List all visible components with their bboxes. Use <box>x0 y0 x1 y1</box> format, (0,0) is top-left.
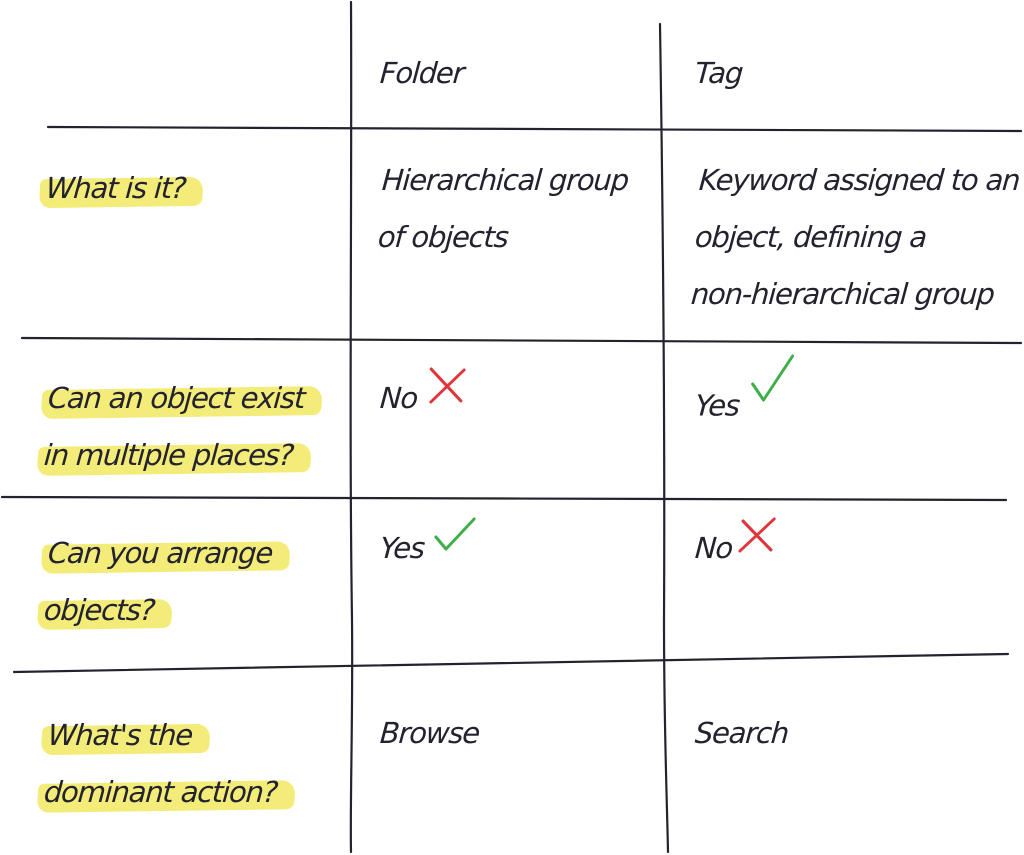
horizontal-divider-1 <box>46 125 1023 133</box>
folder-dominant-action: Browse <box>378 716 481 750</box>
horizontal-divider-4 <box>12 652 1010 674</box>
answer-text: No <box>378 381 419 415</box>
folder-arrange-answer: Yes <box>378 517 478 580</box>
column-header-tag: Tag <box>693 56 744 90</box>
row-label-dominant-action: What's the dominant action? <box>42 707 301 821</box>
row-label-multiple-places: Can an object exist in multiple places? <box>42 370 324 484</box>
tag-definition: Keyword assigned to an object, defining … <box>689 163 1021 311</box>
horizontal-divider-2 <box>20 336 1023 345</box>
vertical-divider-1 <box>349 0 354 854</box>
horizontal-divider-3 <box>0 495 1008 502</box>
row-label-arrange-objects: Can you arrange objects? <box>42 525 292 639</box>
tag-dominant-action: Search <box>693 716 790 750</box>
cross-icon <box>734 515 778 574</box>
row-label-what-is-it: What is it? <box>44 160 205 217</box>
vertical-divider-2 <box>658 22 670 854</box>
folder-definition: Hierarchical group of objects <box>376 163 630 254</box>
answer-text: No <box>693 531 734 565</box>
check-icon <box>746 352 797 427</box>
column-header-folder: Folder <box>378 56 465 90</box>
answer-text: Yes <box>693 388 741 423</box>
folder-multiple-places-answer: No <box>378 367 467 430</box>
tag-arrange-answer: No <box>693 517 778 580</box>
check-icon <box>430 515 478 574</box>
cross-icon <box>423 365 467 424</box>
answer-text: Yes <box>378 531 426 565</box>
tag-multiple-places-answer: Yes <box>692 354 795 445</box>
